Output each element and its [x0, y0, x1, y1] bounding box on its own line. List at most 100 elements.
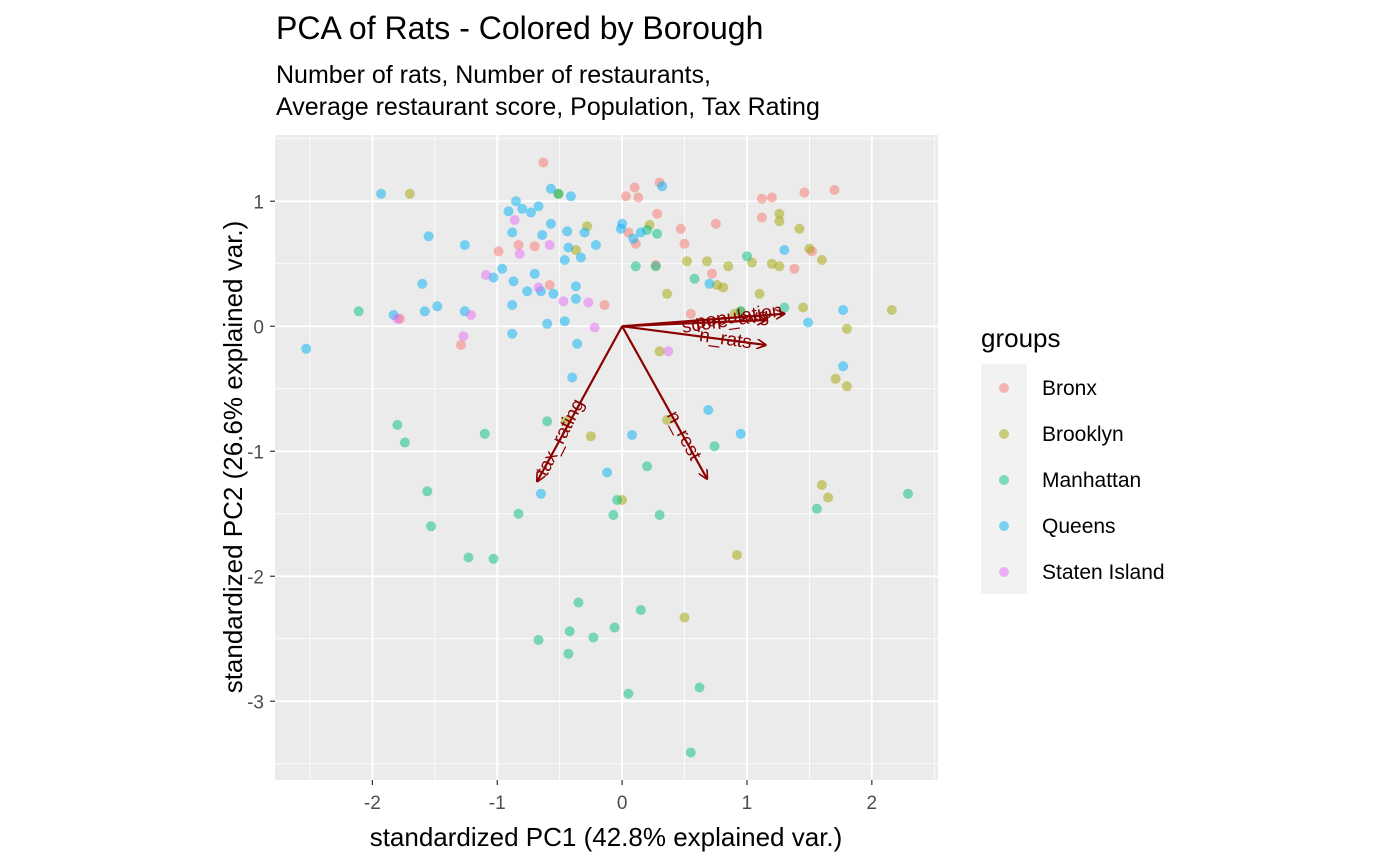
legend-key-queens	[999, 521, 1009, 531]
point-manhattan	[533, 635, 544, 645]
point-manhattan	[811, 503, 822, 514]
point-manhattan	[609, 622, 620, 633]
plot-panel	[275, 135, 938, 780]
x-tick-label: 0	[617, 793, 628, 814]
point-bronx	[766, 192, 777, 203]
point-queens	[572, 338, 583, 349]
point-manhattan	[353, 306, 364, 317]
point-queens	[704, 278, 715, 289]
point-staten-island	[533, 282, 544, 293]
point-queens	[507, 328, 518, 339]
point-queens	[559, 316, 570, 327]
point-manhattan	[652, 228, 663, 239]
point-staten-island	[544, 240, 555, 250]
point-queens	[562, 226, 573, 237]
point-brooklyn	[774, 216, 785, 227]
point-brooklyn	[830, 373, 841, 384]
chart-subtitle-line-1: Number of rats, Number of restaurants,	[276, 61, 711, 89]
legend-title: groups	[981, 323, 1061, 353]
point-staten-island	[509, 215, 520, 225]
point-brooklyn	[754, 288, 765, 299]
point-queens	[567, 372, 578, 383]
point-queens	[545, 183, 556, 194]
point-manhattan	[553, 188, 564, 199]
chart-title: PCA of Rats - Colored by Borough	[276, 10, 763, 46]
point-brooklyn	[654, 346, 665, 357]
point-brooklyn	[816, 255, 827, 265]
point-queens	[508, 276, 519, 287]
point-bronx	[633, 192, 644, 203]
point-queens	[376, 188, 387, 199]
point-queens	[735, 428, 746, 439]
y-tick-label: -3	[247, 692, 264, 713]
point-brooklyn	[804, 243, 815, 254]
y-tick-label: -1	[247, 442, 264, 463]
point-queens	[507, 300, 518, 310]
point-staten-island	[466, 310, 476, 320]
point-queens	[627, 430, 638, 440]
point-queens	[526, 207, 536, 218]
point-queens	[535, 488, 546, 499]
legend-label-manhattan: Manhattan	[1042, 469, 1141, 492]
point-bronx	[675, 223, 686, 234]
point-manhattan	[635, 605, 646, 615]
point-queens	[803, 317, 814, 328]
point-bronx	[493, 246, 504, 257]
point-queens	[565, 191, 576, 202]
legend-label-queens: Queens	[1042, 515, 1116, 538]
y-axis-ticks: 1 0 -1 -2 -3	[247, 192, 275, 713]
point-queens	[779, 245, 790, 255]
point-brooklyn	[682, 256, 692, 267]
point-queens	[559, 255, 570, 265]
legend-key-brooklyn	[999, 429, 1009, 439]
x-tick-label: 1	[742, 793, 753, 814]
point-brooklyn	[662, 415, 673, 425]
point-manhattan	[542, 416, 553, 427]
point-bronx	[529, 241, 540, 252]
point-brooklyn	[404, 188, 415, 199]
y-tick-label: -2	[247, 567, 264, 588]
x-tick-label: -1	[489, 793, 506, 814]
point-manhattan	[650, 261, 661, 272]
point-queens	[529, 268, 540, 279]
y-tick-label: 0	[253, 317, 264, 338]
point-brooklyn	[723, 261, 734, 272]
point-queens	[635, 227, 646, 238]
point-queens	[533, 201, 544, 212]
point-brooklyn	[774, 208, 785, 219]
point-queens	[563, 242, 574, 253]
point-bronx	[620, 191, 631, 202]
x-tick-label: -2	[364, 793, 381, 814]
point-queens	[423, 231, 434, 242]
point-manhattan	[422, 486, 433, 497]
y-tick-label: 1	[253, 192, 264, 213]
point-manhattan	[903, 488, 913, 499]
legend-label-bronx: Bronx	[1042, 377, 1097, 400]
point-manhattan	[479, 428, 490, 439]
loading-arrow-n-rats	[621, 325, 766, 345]
loading-arrow-score-avg	[622, 320, 766, 328]
point-staten-island	[558, 296, 569, 307]
point-bronx	[513, 240, 524, 250]
point-bronx	[544, 280, 555, 290]
point-staten-island	[663, 346, 674, 357]
point-queens	[542, 318, 553, 329]
point-bronx	[456, 340, 466, 350]
point-manhattan	[399, 437, 410, 448]
legend-key-staten-island	[999, 567, 1009, 577]
point-manhattan	[463, 552, 474, 563]
point-manhattan	[742, 251, 752, 262]
point-manhattan	[685, 747, 696, 758]
data-points	[301, 157, 913, 758]
point-manhattan	[392, 420, 403, 430]
point-brooklyn	[816, 480, 827, 490]
point-brooklyn	[823, 492, 834, 503]
point-manhattan	[654, 510, 665, 520]
legend-label-staten-island: Staten Island	[1042, 561, 1165, 584]
point-brooklyn	[794, 223, 805, 234]
point-staten-island	[589, 322, 600, 333]
point-brooklyn	[718, 282, 729, 293]
point-queens	[511, 196, 521, 207]
legend-label-brooklyn: Brooklyn	[1042, 423, 1124, 446]
